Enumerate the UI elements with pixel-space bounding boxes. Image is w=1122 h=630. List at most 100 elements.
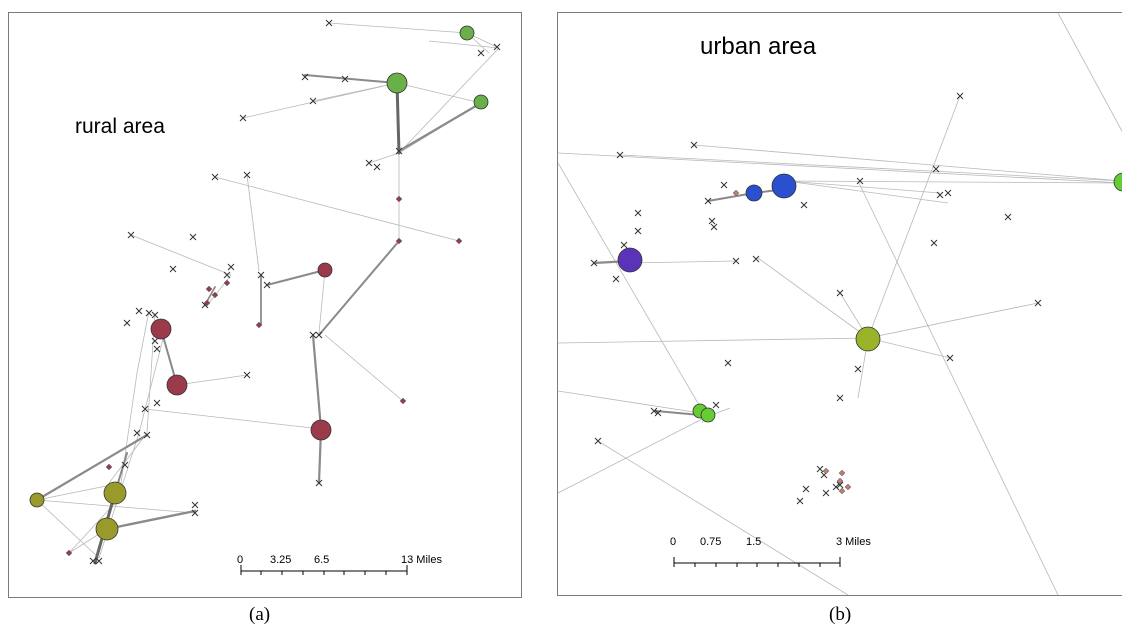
caption-a: (a) bbox=[249, 604, 271, 625]
cross-marker bbox=[1004, 213, 1012, 221]
caption-b: (b) bbox=[829, 604, 852, 625]
cluster-node bbox=[317, 262, 333, 278]
cluster-node bbox=[150, 318, 172, 340]
cross-marker bbox=[704, 197, 712, 205]
edge bbox=[214, 176, 460, 242]
cross-marker bbox=[816, 465, 824, 473]
edge bbox=[785, 180, 941, 194]
cross-marker bbox=[796, 497, 804, 505]
scale-label-2: 6.5 bbox=[314, 554, 329, 566]
map-panel-rural: rural area bbox=[8, 12, 522, 598]
cross-marker bbox=[257, 271, 265, 279]
cross-marker bbox=[133, 429, 141, 437]
edge bbox=[144, 408, 322, 430]
cross-marker bbox=[123, 319, 131, 327]
small-point bbox=[838, 487, 846, 495]
map-panel-urban: urban area bbox=[557, 12, 1122, 596]
cross-marker bbox=[191, 501, 199, 509]
edge bbox=[208, 274, 232, 304]
cross-marker bbox=[944, 189, 952, 197]
cross-marker bbox=[145, 309, 153, 317]
cross-marker bbox=[708, 217, 716, 225]
cross-marker bbox=[690, 141, 698, 149]
edge bbox=[68, 502, 116, 554]
small-point bbox=[223, 279, 231, 287]
cross-marker bbox=[612, 275, 620, 283]
edge bbox=[619, 154, 1122, 182]
edge-heavy bbox=[395, 81, 401, 155]
cross-marker bbox=[836, 481, 844, 489]
cross-marker bbox=[956, 92, 964, 100]
cross-marker bbox=[712, 401, 720, 409]
cluster-node bbox=[166, 374, 188, 396]
small-point bbox=[844, 483, 852, 491]
small-point bbox=[255, 321, 263, 329]
small-point bbox=[395, 195, 403, 203]
edge bbox=[130, 234, 232, 276]
scale-label-2: 1.5 bbox=[746, 536, 761, 548]
cross-markers bbox=[590, 92, 1042, 505]
small-point bbox=[732, 189, 740, 197]
cross-marker bbox=[153, 345, 161, 353]
cluster-node bbox=[473, 94, 489, 110]
edge bbox=[1057, 13, 1122, 132]
cluster-node bbox=[617, 247, 643, 273]
cluster-nodes bbox=[617, 172, 1122, 423]
cross-marker bbox=[315, 331, 323, 339]
edge-heavy bbox=[105, 509, 197, 531]
cross-marker bbox=[854, 365, 862, 373]
cross-marker bbox=[211, 173, 219, 181]
cluster-node bbox=[95, 517, 119, 541]
scalebar-ticks bbox=[673, 557, 841, 567]
edge-heavy bbox=[655, 410, 701, 416]
cross-marker bbox=[650, 407, 658, 415]
small-point bbox=[205, 285, 213, 293]
cross-marker bbox=[169, 265, 177, 273]
cross-marker bbox=[946, 354, 954, 362]
cross-marker bbox=[836, 289, 844, 297]
scale-label-1: 0.75 bbox=[700, 536, 721, 548]
cross-marker bbox=[309, 97, 317, 105]
scalebar-ticks bbox=[240, 565, 408, 575]
small-point bbox=[203, 299, 211, 307]
scale-label-0: 0 bbox=[670, 536, 676, 548]
edge bbox=[629, 260, 737, 264]
cross-marker bbox=[263, 281, 271, 289]
edge bbox=[246, 174, 260, 272]
cross-marker bbox=[930, 239, 938, 247]
edge bbox=[867, 302, 1039, 339]
cross-marker bbox=[95, 557, 103, 565]
cross-marker bbox=[724, 359, 732, 367]
cluster-node bbox=[771, 173, 797, 199]
cross-marker bbox=[223, 271, 231, 279]
edge bbox=[558, 337, 869, 344]
cluster-nodes bbox=[29, 25, 489, 541]
cross-marker bbox=[634, 227, 642, 235]
edge bbox=[785, 180, 949, 204]
cross-marker bbox=[634, 209, 642, 217]
small-point bbox=[836, 477, 844, 485]
cluster-node bbox=[103, 481, 127, 505]
cross-marker bbox=[832, 483, 840, 491]
cross-marker bbox=[594, 437, 602, 445]
cross-marker bbox=[732, 257, 740, 265]
edges-heavy bbox=[35, 74, 483, 565]
cross-marker bbox=[309, 331, 317, 339]
cross-marker bbox=[135, 307, 143, 315]
edge bbox=[597, 440, 849, 595]
cross-marker bbox=[654, 409, 662, 417]
scale-label-1: 3.25 bbox=[270, 554, 291, 566]
cross-marker bbox=[151, 311, 159, 319]
cross-marker bbox=[395, 147, 403, 155]
cluster-node bbox=[310, 419, 332, 441]
small-point bbox=[822, 467, 830, 475]
cross-marker bbox=[720, 181, 728, 189]
scalebar bbox=[673, 557, 841, 567]
cross-marker bbox=[710, 223, 718, 231]
cross-marker bbox=[153, 399, 161, 407]
cross-marker bbox=[936, 191, 944, 199]
scalebar bbox=[240, 565, 408, 575]
edge-heavy bbox=[397, 101, 483, 153]
edge bbox=[176, 374, 248, 386]
edge bbox=[867, 337, 951, 359]
